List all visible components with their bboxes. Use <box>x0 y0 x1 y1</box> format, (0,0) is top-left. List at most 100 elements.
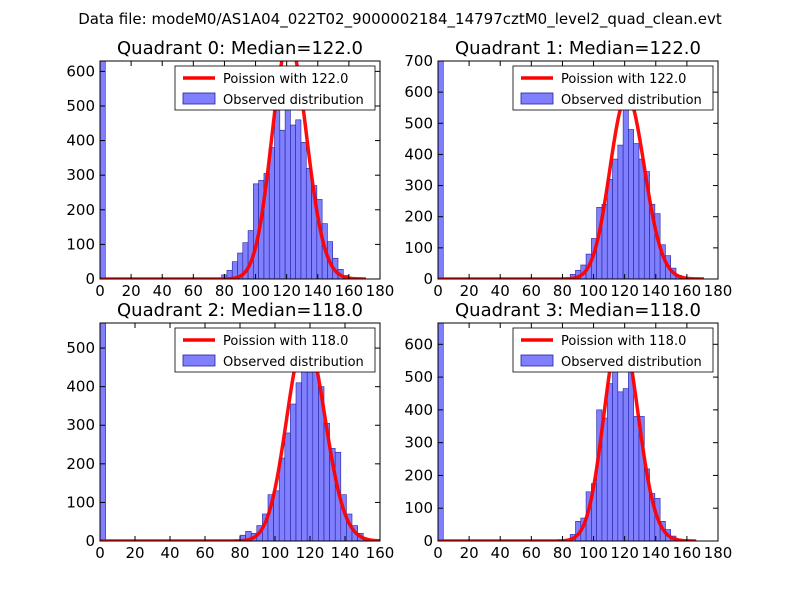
quadrant-0-xtick-label-4: 80 <box>215 282 234 300</box>
quadrant-2-xtick-label-1: 20 <box>125 544 144 562</box>
quadrant-3-poisson-line <box>438 327 697 541</box>
quadrant-0-bar-10 <box>268 147 275 279</box>
quadrant-2-ytick-label-4: 400 <box>66 378 95 396</box>
quadrant-3-xtick-label-4: 80 <box>553 544 572 562</box>
quadrant-2-ytick-label-5: 500 <box>66 339 95 357</box>
quadrant-3-ytick-label-4: 400 <box>404 401 433 419</box>
quadrant-2-ytick-label-1: 100 <box>66 493 95 511</box>
figure-suptitle: Data file: modeM0/AS1A04_022T02_90000021… <box>78 10 722 29</box>
quadrant-0-legend-line-label: Poission with 122.0 <box>223 72 348 87</box>
quadrant-3-plot-area <box>438 323 697 541</box>
quadrant-0-xtick-label-3: 60 <box>184 282 203 300</box>
quadrant-2-poisson-line <box>100 334 380 541</box>
quadrant-2-title: Quadrant 2: Median=118.0 <box>117 300 363 321</box>
quadrant-0-xtick-label-6: 120 <box>272 282 301 300</box>
quadrant-1-legend: Poission with 122.0 Observed distribution <box>512 65 714 111</box>
quadrant-2-xtick-label-0: 0 <box>95 544 105 562</box>
quadrant-2-xtick-label-8: 160 <box>366 544 395 562</box>
quadrant-0-bar-14 <box>290 124 296 279</box>
quadrant-0-xtick-label-1: 20 <box>122 282 141 300</box>
quadrant-0-bar-15 <box>295 119 302 279</box>
quadrant-0-bar-13 <box>284 91 291 279</box>
quadrant-0-legend: Poission with 122.0 Observed distribution <box>174 65 376 111</box>
quadrant-0-ytick-label-6: 600 <box>66 62 95 80</box>
quadrant-1-ytick-label-0: 0 <box>423 270 433 288</box>
quadrant-0-title: Quadrant 0: Median=122.0 <box>117 38 363 59</box>
quadrant-1-xtick-label-1: 20 <box>460 282 479 300</box>
quadrant-1-title: Quadrant 1: Median=122.0 <box>455 38 701 59</box>
quadrant-0-ytick-label-3: 300 <box>66 166 95 184</box>
quadrant-0-bar-0 <box>100 61 106 279</box>
quadrant-3-ytick-label-1: 100 <box>404 499 433 517</box>
quadrant-2-xtick-label-2: 40 <box>160 544 179 562</box>
quadrant-2-legend-bar-label: Observed distribution <box>223 355 364 370</box>
quadrant-1-bar-9 <box>612 158 619 279</box>
quadrant-1-ytick-label-3: 300 <box>404 177 433 195</box>
quadrant-0-ytick-label-1: 100 <box>66 235 95 253</box>
quadrant-2-xtick-label-3: 60 <box>195 544 214 562</box>
quadrant-1-ytick-label-2: 200 <box>404 208 433 226</box>
quadrant-2-bar-13 <box>306 370 314 541</box>
quadrant-0-ytick-label-2: 200 <box>66 201 95 219</box>
quadrant-1-axes-frame <box>437 60 719 280</box>
quadrant-0-ytick-label-4: 400 <box>66 132 95 150</box>
quadrant-1-ytick-label-4: 400 <box>404 145 433 163</box>
quadrant-0-axes-frame <box>99 60 381 280</box>
quadrant-3-xtick-label-5: 100 <box>579 544 608 562</box>
quadrant-0-xtick-label-8: 160 <box>335 282 364 300</box>
quadrant-0-chart: Quadrant 0: Median=122.00 20 40 60 80 100 120 1… <box>66 38 394 300</box>
quadrant-0-bar-12 <box>279 129 286 279</box>
quadrant-2-bar-9 <box>284 432 291 541</box>
quadrant-1-xtick-label-2: 40 <box>491 282 510 300</box>
quadrant-2-plot-area <box>100 323 380 541</box>
quadrant-2-bar-14 <box>312 369 319 541</box>
quadrant-1-bar-10 <box>617 144 624 279</box>
quadrant-3-xtick-label-8: 160 <box>673 544 702 562</box>
quadrant-3-ytick-label-6: 600 <box>404 335 433 353</box>
quadrant-3-title: Quadrant 3: Median=118.0 <box>455 300 701 321</box>
quadrant-2-ytick-label-3: 300 <box>66 416 95 434</box>
quadrant-2-bar-11 <box>295 382 302 541</box>
quadrant-0-legend-bar-label: Observed distribution <box>223 93 364 108</box>
quadrant-1-chart: Quadrant 1: Median=122.00 20 40 60 80 100 120 1… <box>404 38 732 300</box>
quadrant-1-bar-0 <box>438 61 444 279</box>
quadrant-3-xtick-label-1: 20 <box>460 544 479 562</box>
quadrant-1-legend-line-label: Poission with 122.0 <box>561 72 686 87</box>
quadrant-1-ytick-label-6: 600 <box>404 83 433 101</box>
quadrant-0-xtick-label-5: 100 <box>241 282 270 300</box>
quadrant-3-ytick-label-0: 0 <box>423 532 433 550</box>
quadrant-3-bar-8 <box>606 383 613 541</box>
quadrant-2-chart: Quadrant 2: Median=118.0 0 20 40 60 80 100 120 1… <box>66 300 394 562</box>
quadrant-2-bar-10 <box>290 403 297 541</box>
quadrant-1-legend-bar-label: Observed distribution <box>561 93 702 108</box>
quadrant-1-xtick-label-4: 80 <box>553 282 572 300</box>
quadrant-1-bar-14 <box>638 158 645 279</box>
quadrant-0-bar-17 <box>305 167 312 279</box>
quadrant-3-bar-10 <box>617 391 624 541</box>
quadrant-2-xtick-label-4: 80 <box>230 544 249 562</box>
quadrant-1-xtick-label-8: 160 <box>673 282 702 300</box>
quadrant-2-ytick-label-0: 0 <box>85 532 95 550</box>
quadrant-3-xtick-label-9: 180 <box>704 544 733 562</box>
quadrant-1-ytick-label-1: 100 <box>404 239 433 257</box>
quadrant-0-xtick-label-7: 140 <box>303 282 332 300</box>
quadrant-3-xtick-label-3: 60 <box>522 544 541 562</box>
quadrant-1-ytick-label-5: 500 <box>404 114 433 132</box>
quadrant-1-ytick-label-7: 700 <box>404 52 433 70</box>
quadrant-0-xtick-label-0: 0 <box>95 282 105 300</box>
quadrant-2-legend: Poission with 118.0 Observed distribution <box>174 327 376 373</box>
quadrant-1-bar-11 <box>622 102 629 279</box>
quadrant-0-poisson-line <box>100 61 367 279</box>
quadrant-1-xtick-label-5: 100 <box>579 282 608 300</box>
quadrant-2-legend-line-label: Poission with 118.0 <box>223 334 348 349</box>
quadrant-1-xtick-label-7: 140 <box>641 282 670 300</box>
quadrant-3-ytick-label-5: 500 <box>404 368 433 386</box>
quadrant-1-plot-area <box>438 61 705 279</box>
quadrant-1-xtick-label-0: 0 <box>433 282 443 300</box>
quadrant-1-xtick-label-3: 60 <box>522 282 541 300</box>
quadrant-0-ytick-label-5: 500 <box>66 97 95 115</box>
quadrant-0-plot-area <box>100 61 367 279</box>
quadrant-1-xtick-label-6: 120 <box>610 282 639 300</box>
quadrant-3-xtick-label-6: 120 <box>610 544 639 562</box>
